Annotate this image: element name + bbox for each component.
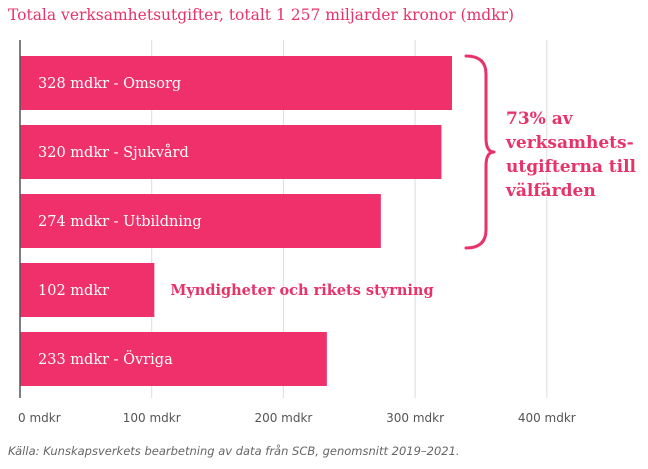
bar-label: 328 mdkr - Omsorg	[38, 76, 181, 92]
callout-text: utgifterna till	[506, 157, 637, 177]
x-tick-label: 100 mdkr	[123, 411, 181, 425]
bar-label: 320 mdkr - Sjukvård	[38, 144, 189, 161]
x-tick-label: 200 mdkr	[254, 411, 312, 425]
bar-3	[20, 194, 381, 248]
x-axis-ticks: 0 mdkr 100 mdkr 200 mdkr 300 mdkr 400 mdkr	[18, 411, 576, 425]
chart-title: Totala verksamhetsutgifter, totalt 1 257…	[8, 6, 515, 24]
bracket	[464, 54, 496, 250]
source-note: Källa: Kunskapsverkets bearbetning av da…	[8, 444, 460, 458]
callout-text: 73% av	[506, 109, 574, 129]
bar-5	[20, 332, 327, 386]
bar-label: 233 mdkr - Övriga	[38, 350, 173, 368]
bar-4	[20, 263, 155, 317]
outside-bar-label: Myndigheter och rikets styrning	[170, 282, 433, 299]
welfare-annotation: 73% av verksamhets-utgifterna till välfärd…	[464, 54, 637, 250]
bars: 328 mdkr - Omsorg 320 mdkr - Sjukvård 274 …	[20, 56, 452, 386]
x-tick-label: 400 mdkr	[518, 411, 576, 425]
bar-label: 274 mdkr - Utbildning	[38, 214, 202, 230]
bar-label: 102 mdkr	[38, 283, 109, 299]
callout-text: välfärden	[505, 181, 596, 201]
x-tick-label: 0 mdkr	[18, 411, 61, 425]
bar-2	[20, 125, 442, 179]
bar-1	[20, 56, 452, 110]
callout-text: verksamhets-	[505, 133, 634, 153]
x-tick-label: 300 mdkr	[386, 411, 444, 425]
